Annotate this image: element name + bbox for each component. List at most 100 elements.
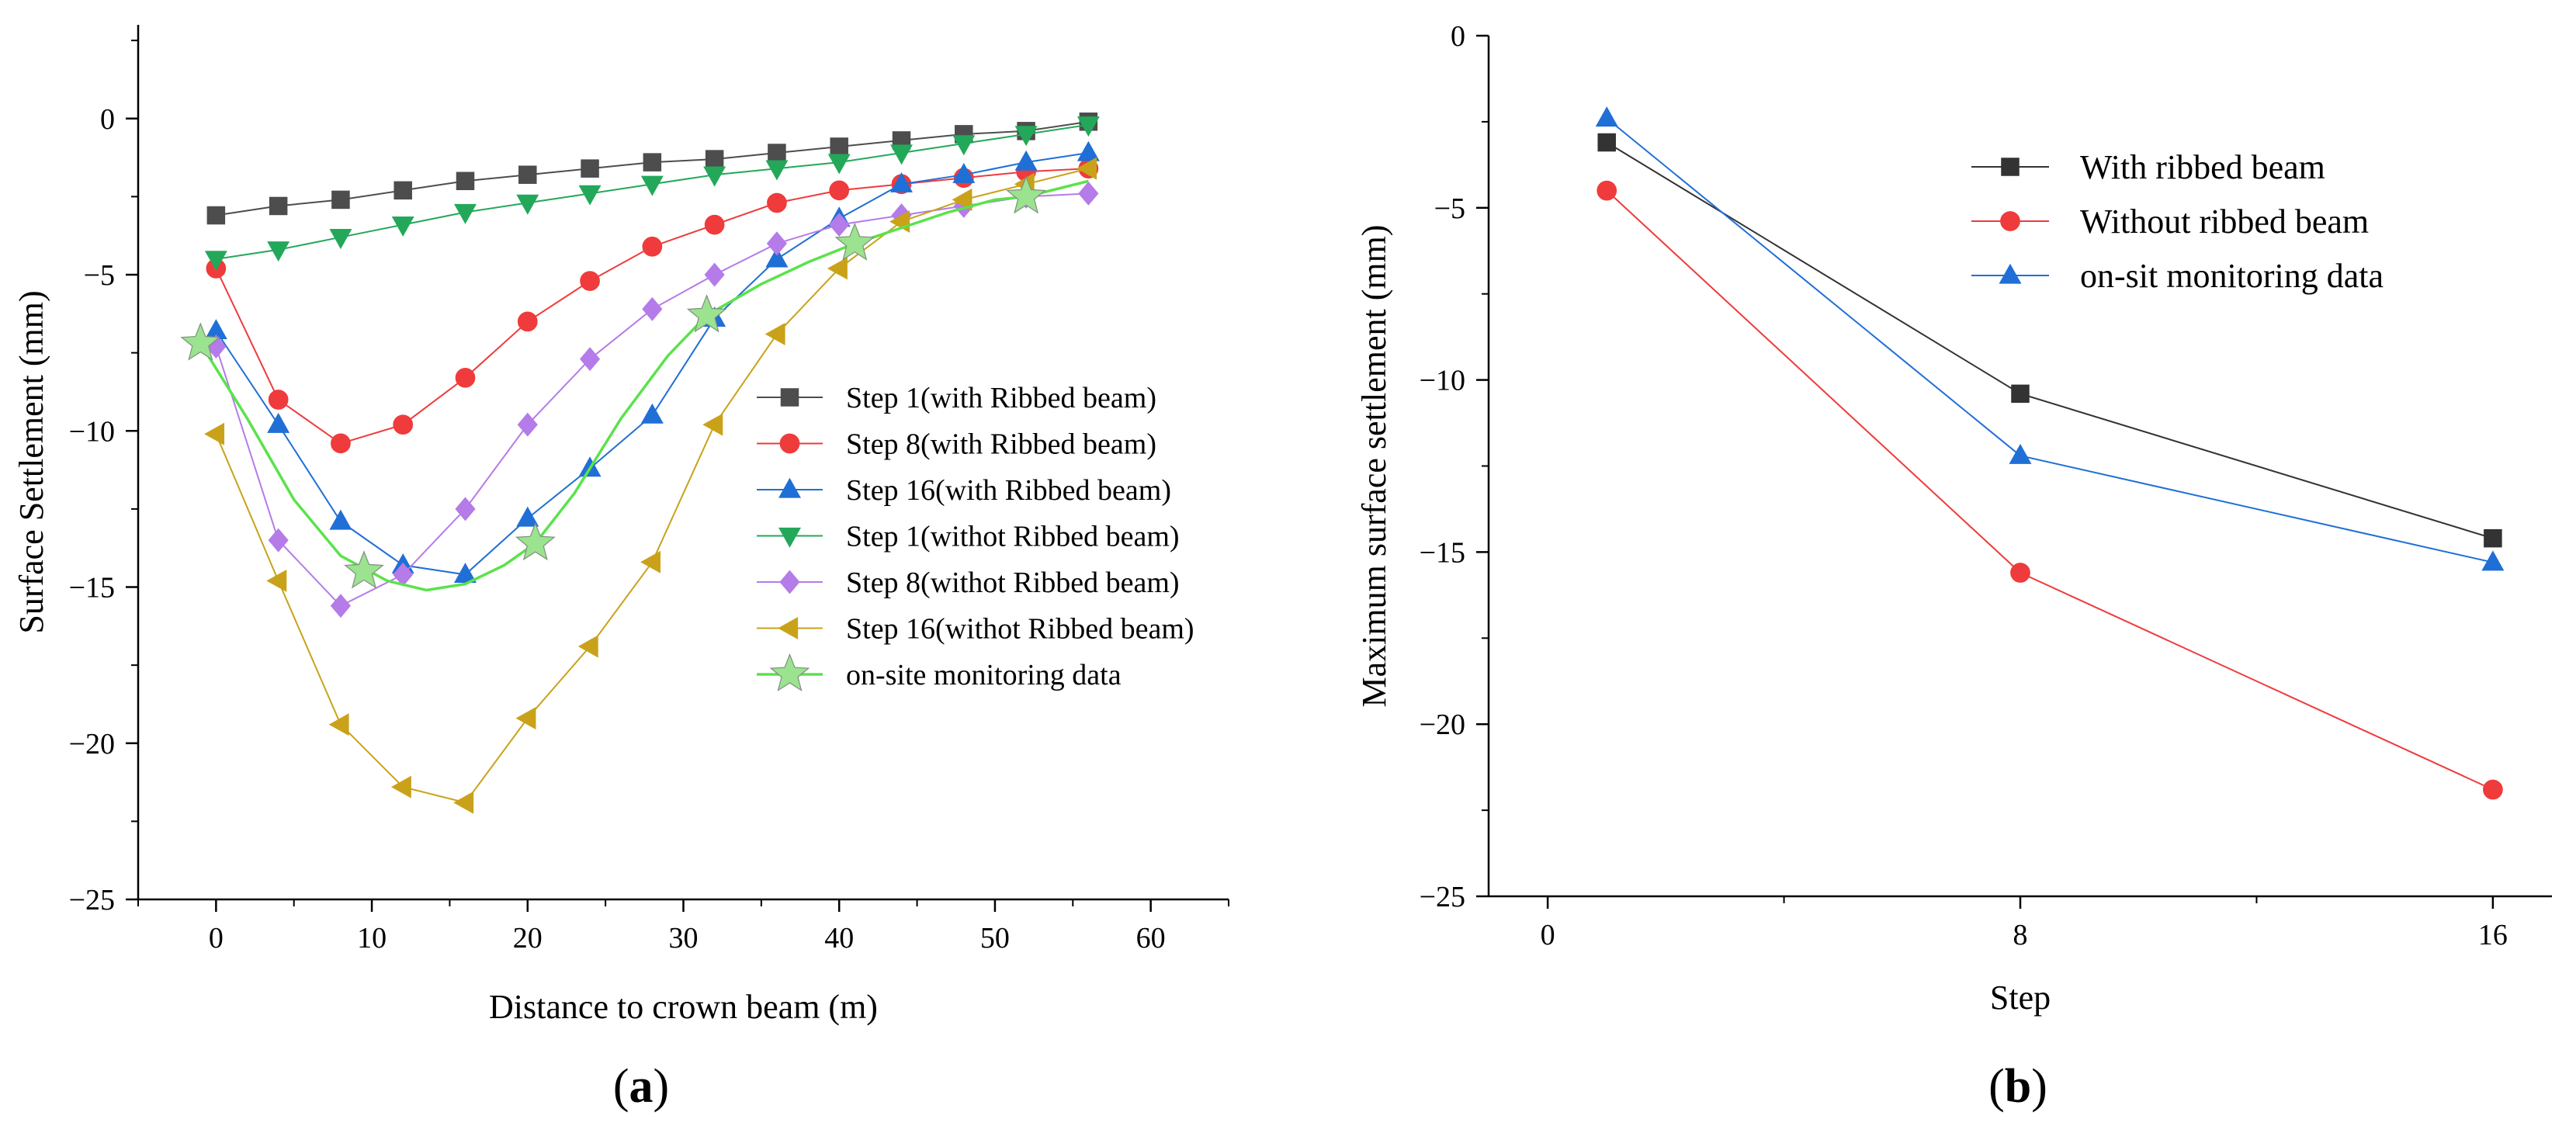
data-point bbox=[1014, 126, 1038, 147]
data-point bbox=[890, 172, 913, 192]
data-point bbox=[640, 403, 664, 424]
data-point bbox=[704, 262, 725, 287]
data-point bbox=[1595, 106, 1618, 127]
y-tick-label: −10 bbox=[69, 415, 115, 448]
legend-item: on-sit monitoring data bbox=[1971, 257, 2384, 295]
legend-marker bbox=[778, 477, 801, 498]
data-point bbox=[268, 390, 289, 410]
data-point bbox=[642, 236, 663, 257]
y-tick-label: −15 bbox=[1420, 536, 1465, 569]
data-point bbox=[206, 206, 226, 225]
x-tick-label: 60 bbox=[1136, 922, 1166, 955]
data-point bbox=[643, 153, 662, 172]
data-point bbox=[329, 509, 352, 530]
legend-label: Step 8(with Ribbed beam) bbox=[846, 428, 1156, 461]
data-point bbox=[517, 311, 538, 332]
y-tick-label: −20 bbox=[1420, 709, 1465, 741]
data-point bbox=[515, 707, 536, 730]
panel-label-a: (a) bbox=[613, 1060, 669, 1113]
legend-item: on-site monitoring data bbox=[757, 653, 1122, 691]
legend-marker bbox=[779, 433, 800, 454]
chart-b: 0 8 16 0 −5 −10 −15 −20 −25 Step Maximum surface s… bbox=[1355, 20, 2552, 1017]
data-point bbox=[890, 144, 913, 165]
legend-label: on-site monitoring data bbox=[846, 659, 1122, 691]
data-point bbox=[1014, 150, 1038, 171]
data-point bbox=[268, 528, 289, 553]
data-point bbox=[1077, 116, 1100, 137]
legend-label: Step 8(withot Ribbed beam) bbox=[846, 566, 1180, 599]
data-point bbox=[456, 172, 475, 190]
data-point bbox=[328, 713, 349, 736]
paren-close: ) bbox=[654, 1060, 670, 1113]
y-tick-label: 0 bbox=[1451, 20, 1465, 53]
legend-item: Step 8(with Ribbed beam) bbox=[757, 428, 1156, 461]
data-point bbox=[765, 160, 789, 181]
chart-a: 0 10 20 30 40 50 60 0 −5 −10 −15 −20 −25 Distance to … bbox=[12, 25, 1229, 1026]
legend-label: Without ribbed beam bbox=[2080, 203, 2369, 241]
data-point bbox=[1006, 175, 1046, 214]
x-axis-label: Step bbox=[1990, 979, 2051, 1017]
x-tick-label: 0 bbox=[1541, 919, 1555, 951]
data-point bbox=[830, 137, 848, 156]
data-point bbox=[765, 247, 789, 268]
data-point bbox=[453, 791, 474, 814]
data-point bbox=[344, 550, 384, 589]
data-point bbox=[390, 775, 411, 799]
legend-marker bbox=[2001, 158, 2020, 176]
x-axis-label: Distance to crown beam (m) bbox=[489, 988, 878, 1026]
data-point bbox=[2009, 443, 2032, 464]
data-point bbox=[2483, 779, 2503, 800]
paren-close: ) bbox=[2031, 1060, 2047, 1113]
data-point bbox=[577, 635, 598, 658]
data-point bbox=[2011, 384, 2030, 404]
data-point bbox=[180, 322, 221, 361]
data-point bbox=[1078, 181, 1099, 206]
x-tick-label: 20 bbox=[513, 922, 543, 955]
y-tick-label: −25 bbox=[69, 884, 115, 916]
data-point bbox=[952, 162, 976, 183]
x-tick-label: 10 bbox=[357, 922, 387, 955]
data-point bbox=[267, 241, 290, 262]
legend-item: Without ribbed beam bbox=[1971, 203, 2369, 241]
data-point bbox=[269, 196, 288, 216]
legend-marker bbox=[780, 388, 799, 407]
data-point bbox=[393, 414, 414, 435]
data-point bbox=[2484, 528, 2502, 548]
data-point bbox=[455, 497, 476, 521]
y-tick-label: −20 bbox=[69, 728, 115, 761]
legend-label: Step 16(with Ribbed beam) bbox=[846, 474, 1171, 507]
data-point bbox=[702, 413, 723, 436]
data-point bbox=[579, 347, 601, 372]
y-tick-label: −5 bbox=[84, 259, 115, 292]
data-point bbox=[331, 433, 351, 454]
data-point bbox=[642, 296, 663, 321]
panel-letter: a bbox=[629, 1060, 654, 1113]
data-point bbox=[640, 550, 661, 573]
data-point bbox=[686, 294, 727, 333]
data-point bbox=[705, 150, 724, 168]
data-point bbox=[266, 569, 287, 592]
legend-marker bbox=[778, 527, 801, 548]
legend-label: Step 1(with Ribbed beam) bbox=[846, 382, 1156, 414]
legend-label: With ribbed beam bbox=[2080, 148, 2325, 186]
legend-item: Step 1(withot Ribbed beam) bbox=[757, 521, 1180, 553]
legend-marker bbox=[1999, 263, 2022, 284]
data-point bbox=[330, 594, 352, 618]
series-line bbox=[1606, 117, 2494, 563]
data-point bbox=[829, 180, 850, 201]
data-point bbox=[952, 135, 976, 156]
x-tick-label: 30 bbox=[669, 922, 699, 955]
series-line bbox=[215, 152, 1089, 576]
series-0 bbox=[1597, 133, 2502, 548]
data-point bbox=[578, 185, 602, 206]
legend-item: Step 1(with Ribbed beam) bbox=[757, 382, 1156, 414]
data-point bbox=[703, 166, 726, 187]
series-3 bbox=[204, 116, 1100, 272]
x-tick-label: 16 bbox=[2478, 919, 2508, 951]
data-point bbox=[640, 175, 664, 196]
data-point bbox=[329, 229, 352, 249]
y-tick-label: 0 bbox=[100, 103, 115, 136]
legend-marker bbox=[778, 617, 799, 639]
paren-open: ( bbox=[613, 1060, 629, 1113]
